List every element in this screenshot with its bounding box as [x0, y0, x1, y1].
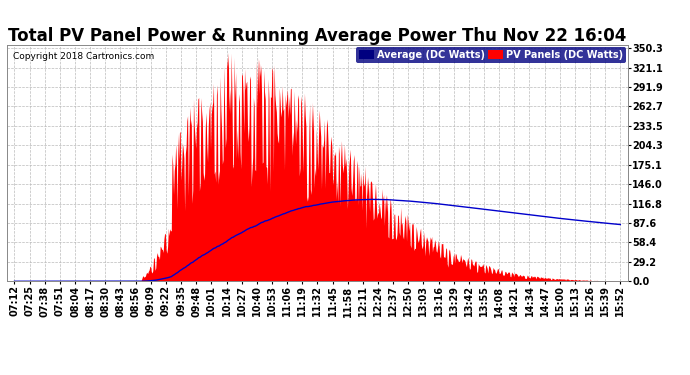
- Text: Copyright 2018 Cartronics.com: Copyright 2018 Cartronics.com: [13, 52, 155, 61]
- Legend: Average (DC Watts), PV Panels (DC Watts): Average (DC Watts), PV Panels (DC Watts): [356, 47, 626, 63]
- Title: Total PV Panel Power & Running Average Power Thu Nov 22 16:04: Total PV Panel Power & Running Average P…: [8, 27, 627, 45]
